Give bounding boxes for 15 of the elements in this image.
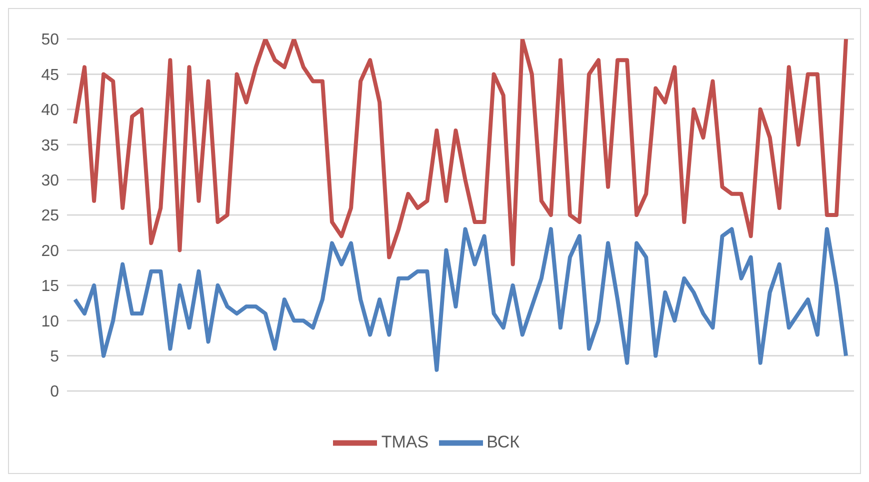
y-tick-label: 50: [41, 32, 60, 49]
y-tick-label: 20: [41, 242, 60, 260]
y-tick-label: 25: [41, 208, 60, 225]
legend-label: ВСК: [486, 432, 520, 452]
y-tick-label: 35: [41, 137, 60, 154]
y-tick-label: 45: [41, 66, 60, 84]
y-tick-label: 40: [41, 102, 60, 120]
y-tick-label: 0: [50, 384, 60, 401]
legend-label: TMAS: [381, 432, 429, 452]
y-tick-label: 15: [41, 278, 60, 296]
line-series: [73, 227, 848, 372]
y-tick-label: 5: [50, 348, 60, 366]
y-tick-label: 10: [41, 313, 60, 330]
y-tick-label: 30: [41, 172, 60, 190]
line-series: [73, 39, 848, 266]
